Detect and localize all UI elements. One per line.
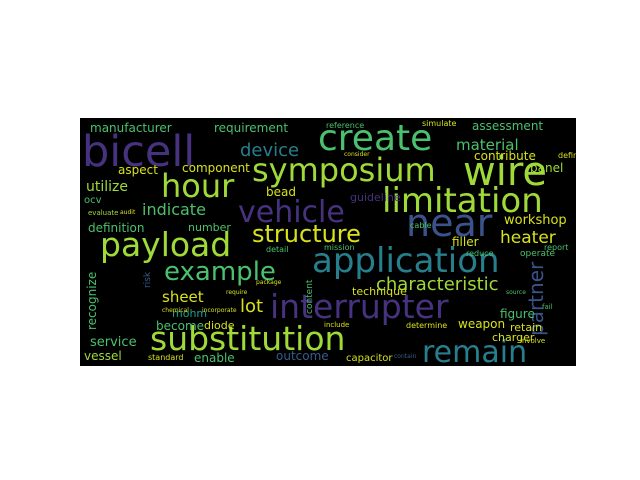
word-cable: cable: [410, 221, 432, 230]
word-recognize: recognize: [85, 271, 99, 330]
word-report: report: [544, 243, 569, 252]
word-bicell: bicell: [82, 127, 196, 177]
word-indicate: indicate: [142, 200, 206, 219]
word-incorporate: incorporate: [202, 307, 237, 314]
word-diode: diode: [204, 319, 235, 332]
word-guideline: guideline: [350, 191, 401, 204]
word-simulate: simulate: [422, 119, 457, 128]
word-enable: enable: [194, 351, 235, 365]
word-vessel: vessel: [84, 349, 122, 363]
word-example: example: [164, 257, 276, 287]
word-audit: audit: [120, 209, 136, 216]
word-symposium: symposium: [252, 151, 436, 189]
word-panel: panel: [530, 161, 564, 175]
word-material: material: [456, 136, 519, 154]
word-reduce: reduce: [466, 249, 494, 258]
word-near: near: [406, 201, 493, 245]
word-detail: detail: [266, 245, 289, 254]
word-capacitor: capacitor: [346, 353, 393, 364]
word-outcome: outcome: [276, 349, 329, 363]
word-filler: filler: [452, 235, 479, 249]
word-definition: definition: [88, 221, 145, 235]
word-utilize: utilize: [86, 179, 128, 195]
word-evaluate: evaluate: [88, 209, 119, 217]
word-source: source: [506, 289, 526, 296]
word-contain: contain: [394, 353, 417, 360]
word-characteristic: characteristic: [376, 274, 499, 295]
word-include: include: [324, 321, 350, 329]
word-requirement: requirement: [214, 121, 289, 135]
word-bead: bead: [266, 185, 296, 199]
word-operate: operate: [520, 249, 556, 259]
word-content: content: [305, 279, 315, 314]
word-aspect: aspect: [118, 163, 158, 177]
word-component: component: [182, 161, 250, 175]
word-become: become: [156, 319, 205, 333]
word-reference: reference: [326, 121, 365, 130]
word-define: define: [558, 151, 576, 160]
word-assessment: assessment: [472, 119, 544, 133]
word-risk: risk: [143, 271, 153, 288]
word-application: application: [312, 241, 500, 281]
word-hour: hour: [161, 167, 235, 205]
word-manufacturer: manufacturer: [90, 121, 172, 135]
word-mohm: mohm: [172, 307, 208, 320]
word-involve: involve: [520, 337, 546, 345]
word-require: require: [226, 289, 248, 296]
word-limitation: limitation: [382, 181, 543, 221]
word-workshop: workshop: [504, 213, 567, 228]
word-fail: fail: [542, 303, 553, 311]
word-structure: structure: [252, 220, 361, 248]
word-consider: consider: [344, 151, 370, 158]
word-heater: heater: [500, 228, 556, 248]
word-retain: retain: [510, 321, 543, 334]
word-cloud: dpa bicell create symposium wire hour li…: [80, 118, 576, 366]
word-figure: figure: [500, 307, 535, 321]
word-number: number: [188, 221, 231, 234]
word-lot: lot: [240, 296, 264, 317]
word-wire: wire: [463, 149, 548, 195]
word-weapon: weapon: [458, 317, 506, 331]
word-charger: charger: [492, 331, 535, 344]
word-determine: determine: [406, 321, 448, 330]
word-payload: payload: [100, 225, 232, 264]
word-standard: standard: [148, 353, 184, 362]
word-contribute: contribute: [474, 149, 536, 163]
word-chemical: chemical: [162, 307, 189, 314]
word-package: package: [256, 279, 282, 286]
word-service: service: [90, 335, 137, 350]
word-interrupter: interrupter: [270, 287, 449, 326]
word-substitution: substitution: [150, 319, 346, 358]
word-vehicle: vehicle: [238, 195, 345, 230]
word-technique: technique: [352, 285, 407, 298]
word-remain: remain: [422, 335, 528, 367]
word-device: device: [240, 140, 300, 161]
word-sheet: sheet: [162, 288, 204, 306]
word-create: create: [318, 118, 433, 159]
word-mission: mission: [324, 243, 355, 252]
word-ocv: ocv: [84, 195, 102, 206]
